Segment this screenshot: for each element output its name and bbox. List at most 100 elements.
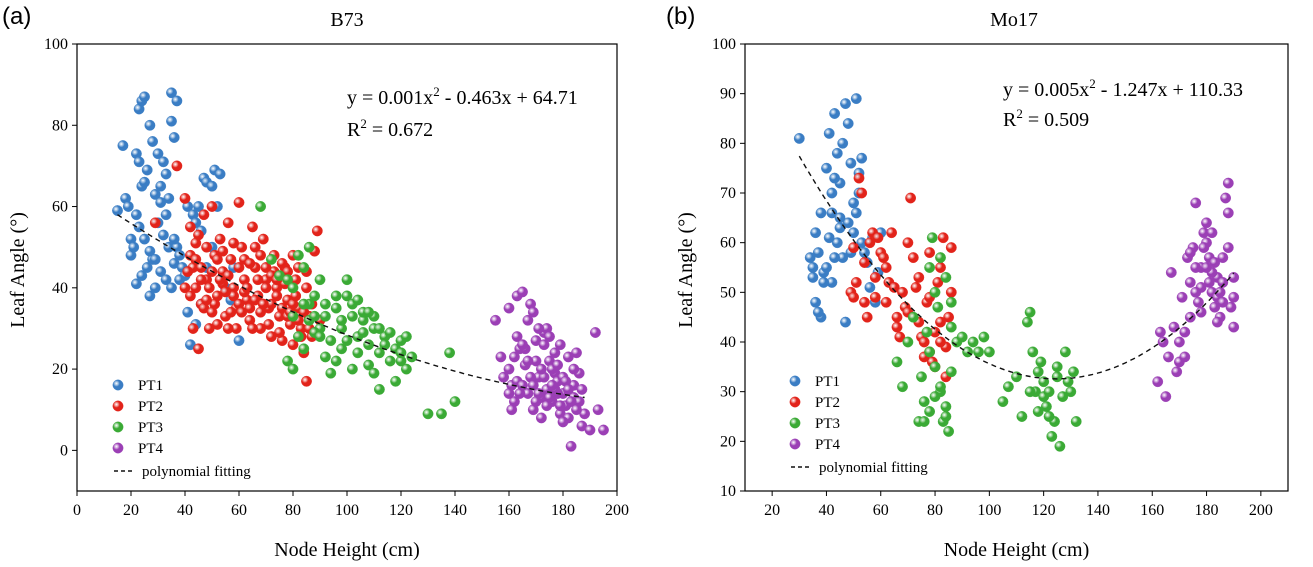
data-point (522, 314, 534, 326)
x-tick-label: 100 (977, 502, 1001, 519)
data-point (1228, 271, 1240, 283)
data-point (436, 408, 447, 420)
data-point (913, 271, 925, 283)
fit-r-squared: R2 = 0.509 (1003, 106, 1089, 131)
data-point (929, 391, 941, 402)
data-point (1168, 321, 1180, 333)
data-point (144, 119, 156, 131)
x-tick-label: 180 (551, 502, 575, 519)
data-point (598, 424, 609, 436)
data-point (292, 331, 304, 342)
data-point (314, 274, 326, 286)
series-pt3 (891, 232, 1082, 452)
data-point (937, 232, 949, 244)
data-point (807, 271, 819, 283)
y-tick-label: 60 (52, 199, 68, 216)
data-point (166, 282, 177, 294)
data-point (973, 346, 984, 358)
data-point (1206, 227, 1218, 239)
data-point (924, 406, 935, 417)
y-tick-label: 40 (52, 280, 68, 297)
data-point (527, 306, 539, 318)
data-point (352, 347, 364, 359)
panel-label: (b) (666, 3, 695, 30)
data-point (869, 271, 881, 283)
data-point (929, 361, 941, 373)
x-tick-label: 200 (1249, 502, 1273, 519)
x-tick-label: 160 (497, 502, 521, 519)
data-point (1070, 416, 1082, 427)
data-point (260, 282, 272, 294)
data-point (155, 197, 167, 208)
data-point (363, 359, 374, 371)
data-point (187, 323, 199, 334)
data-point (1190, 197, 1202, 209)
data-point (166, 115, 177, 127)
data-point (902, 336, 914, 348)
data-point (907, 311, 919, 323)
data-point (233, 197, 245, 208)
data-point (829, 252, 840, 264)
data-point (565, 440, 577, 452)
data-point (929, 286, 941, 298)
data-point (935, 336, 946, 348)
data-point (330, 302, 342, 314)
data-point (880, 262, 892, 273)
series-pt1 (112, 87, 245, 351)
data-point (400, 363, 412, 375)
data-point (265, 253, 277, 265)
data-point (584, 424, 596, 436)
series-pt4 (490, 286, 609, 452)
data-point (206, 201, 218, 212)
data-point (918, 336, 930, 348)
data-point (962, 346, 973, 358)
data-point (848, 242, 859, 254)
data-point (341, 335, 353, 346)
y-tick-label: 50 (720, 284, 736, 301)
data-point (826, 207, 838, 219)
legend-label: polynomial fitting (142, 464, 251, 480)
data-point (1022, 316, 1033, 328)
data-point (1043, 386, 1055, 398)
data-point (1051, 371, 1063, 383)
data-point (287, 282, 299, 294)
data-point (193, 343, 204, 355)
y-tick-label: 0 (60, 442, 68, 459)
x-tick-label: 180 (1195, 502, 1219, 519)
data-point (592, 404, 604, 416)
data-point (130, 209, 142, 221)
data-point (236, 306, 248, 318)
y-tick-label: 100 (712, 36, 736, 53)
data-point (260, 262, 272, 273)
x-tick-label: 40 (177, 502, 193, 519)
data-point (840, 98, 851, 110)
data-point (203, 282, 215, 294)
data-point (831, 237, 843, 249)
data-point (921, 326, 933, 338)
data-point (834, 222, 846, 234)
data-point (149, 217, 161, 229)
data-point (810, 296, 821, 308)
data-point (1179, 326, 1191, 338)
data-point (812, 247, 824, 259)
data-point (149, 253, 161, 265)
data-point (935, 381, 946, 393)
data-point (303, 241, 315, 253)
data-point (1193, 296, 1204, 308)
data-point (1228, 321, 1240, 333)
data-point (357, 327, 369, 338)
legend-marker (789, 417, 801, 429)
data-point (309, 290, 320, 302)
data-point (945, 286, 957, 298)
data-point (823, 232, 835, 244)
data-point (314, 331, 326, 342)
data-point (309, 310, 320, 322)
legend-marker (789, 438, 801, 450)
data-point (193, 201, 204, 212)
data-point (319, 310, 331, 322)
data-point (1190, 286, 1202, 298)
data-point (533, 323, 545, 334)
data-point (856, 152, 868, 164)
data-point (201, 241, 213, 253)
